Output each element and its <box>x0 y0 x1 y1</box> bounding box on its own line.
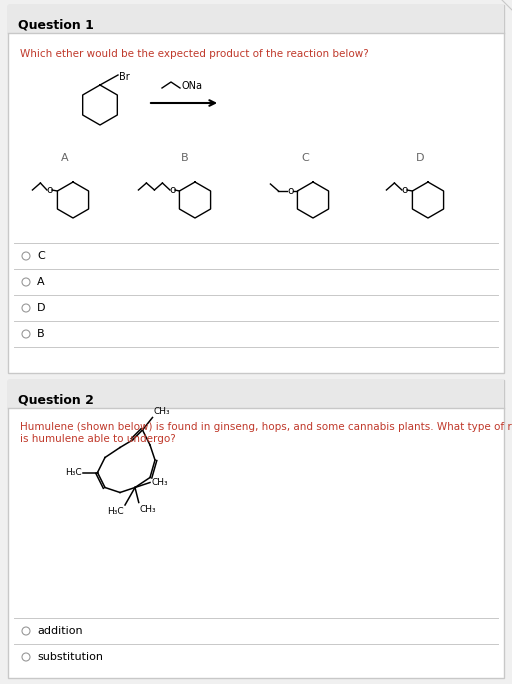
Text: substitution: substitution <box>37 652 103 662</box>
Text: Humulene (shown below) is found in ginseng, hops, and some cannabis plants. What: Humulene (shown below) is found in ginse… <box>20 422 512 432</box>
Text: addition: addition <box>37 626 82 636</box>
Text: CH₃: CH₃ <box>140 505 156 514</box>
Text: A: A <box>61 153 69 163</box>
Text: o: o <box>287 186 293 196</box>
Text: B: B <box>37 329 45 339</box>
Text: D: D <box>416 153 424 163</box>
Polygon shape <box>502 0 512 10</box>
Text: Question 1: Question 1 <box>18 18 94 31</box>
Bar <box>8 5 504 33</box>
Text: o: o <box>401 185 408 195</box>
Text: ONa: ONa <box>181 81 202 91</box>
Text: B: B <box>181 153 189 163</box>
Text: C: C <box>301 153 309 163</box>
Text: CH₃: CH₃ <box>151 478 167 487</box>
Text: D: D <box>37 303 46 313</box>
Text: CH₃: CH₃ <box>154 408 170 417</box>
Bar <box>8 380 504 408</box>
Text: H₃C: H₃C <box>108 507 124 516</box>
Text: is humulene able to undergo?: is humulene able to undergo? <box>20 434 176 444</box>
Text: C: C <box>37 251 45 261</box>
Text: Which ether would be the expected product of the reaction below?: Which ether would be the expected produc… <box>20 49 369 59</box>
Bar <box>8 5 504 373</box>
Text: o: o <box>169 185 176 195</box>
Text: Br: Br <box>119 72 130 82</box>
Text: Question 2: Question 2 <box>18 393 94 406</box>
Text: A: A <box>37 277 45 287</box>
Bar <box>8 380 504 678</box>
Text: o: o <box>46 185 53 195</box>
Text: H₃C: H₃C <box>65 468 81 477</box>
